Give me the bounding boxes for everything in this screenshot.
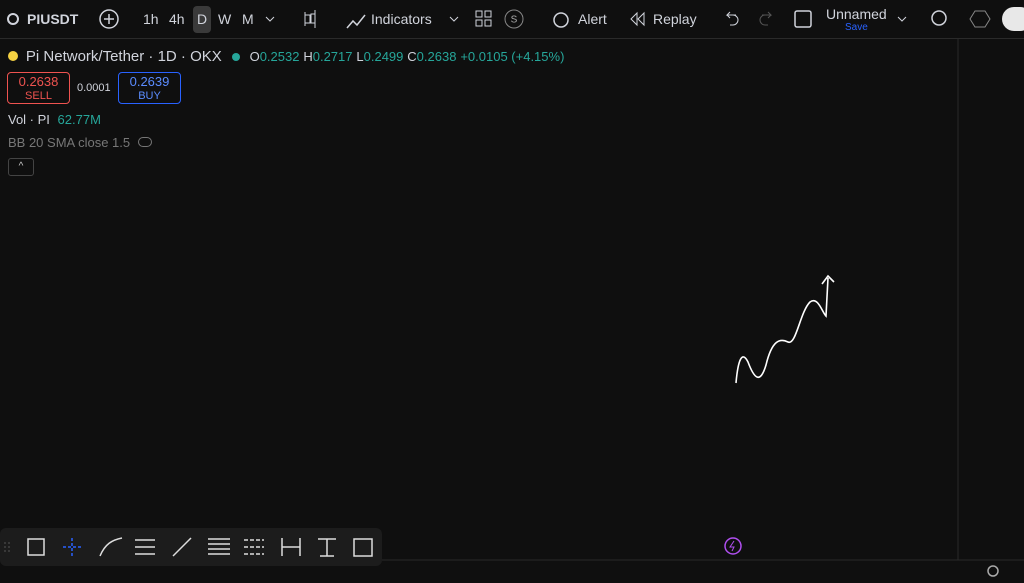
ohlc-value: 0.2638 <box>416 49 457 64</box>
ohlc-value: 0.2532 <box>259 49 300 64</box>
bb-label: BB 20 SMA close 1.5 <box>8 135 131 150</box>
add-symbol[interactable] <box>99 9 119 29</box>
sell-price: 0.2638 <box>18 74 59 89</box>
change: +0.0105 (+4.15%) <box>460 49 565 64</box>
settings-hex[interactable] <box>969 10 991 28</box>
vol-value: 62.77M <box>57 112 101 127</box>
search-icon[interactable] <box>7 13 19 25</box>
chart-type-icon[interactable] <box>304 10 316 28</box>
hand-drawn-arrow <box>735 274 835 384</box>
publish-button[interactable] <box>1002 7 1024 31</box>
buy-price: 0.2639 <box>129 74 170 89</box>
settings-icon[interactable] <box>987 565 999 577</box>
tool-icon[interactable] <box>135 539 155 555</box>
tool-icon[interactable] <box>318 538 336 557</box>
event-bolt <box>729 540 735 552</box>
script-icon[interactable] <box>504 9 524 29</box>
legend-title: Pi Network/Tether · 1D · OKX <box>25 48 222 65</box>
spread: 0.0001 <box>77 82 111 94</box>
ohlc-label: O <box>249 49 260 64</box>
interval[interactable]: W <box>218 11 232 27</box>
templates-icon[interactable] <box>475 10 492 27</box>
tool-crosshair[interactable] <box>63 538 81 556</box>
market-open-dot <box>231 53 240 61</box>
replay-icon[interactable] <box>630 11 645 27</box>
alert[interactable]: Alert <box>578 11 607 27</box>
bb-legend: BB 20 SMA close 1.5 <box>8 135 152 150</box>
interval-dropdown[interactable] <box>265 16 275 22</box>
tool-icon[interactable] <box>27 538 45 556</box>
ohlc-label: L <box>356 49 364 64</box>
quick-search[interactable] <box>931 10 947 26</box>
drag-handle <box>4 542 10 552</box>
legend: Pi Network/Tether · 1D · OKX O0.2532 H0.… <box>8 48 564 65</box>
tool-icon[interactable] <box>99 537 123 557</box>
ohlc-label: C <box>407 49 417 64</box>
symbol[interactable]: PIUSDT <box>27 11 79 27</box>
active-interval-bg <box>193 6 211 33</box>
ohlc-value: 0.2717 <box>312 49 353 64</box>
alert-icon[interactable] <box>553 12 569 28</box>
ohlc-value: 0.2499 <box>363 49 404 64</box>
tool-icon[interactable] <box>208 538 230 555</box>
replay[interactable]: Replay <box>653 11 697 27</box>
script-icon-letter: S <box>511 15 518 26</box>
interval[interactable]: 4h <box>169 11 185 27</box>
buy-label: BUY <box>138 90 161 102</box>
collapse-legend[interactable]: ^ <box>8 158 34 176</box>
tool-icon[interactable] <box>172 537 192 557</box>
toolbar-icons: S <box>7 6 1024 33</box>
layout-save[interactable]: Save <box>845 22 868 33</box>
tool-icon[interactable] <box>353 538 373 557</box>
tool-icon[interactable] <box>281 538 301 556</box>
top-toolbar: S PIUSDT 1h 4h D W M Indicators Alert Re… <box>0 0 1024 39</box>
drawing-tools <box>4 537 373 557</box>
drawing-toolbar <box>0 528 382 566</box>
hide-icon[interactable] <box>137 137 152 147</box>
plus <box>104 14 114 24</box>
interval[interactable]: M <box>242 11 254 27</box>
undo-icon[interactable] <box>725 11 739 26</box>
buy-button[interactable]: 0.2639 BUY <box>118 72 181 104</box>
tool-icon[interactable] <box>244 539 264 555</box>
symbol-logo <box>8 51 18 61</box>
layout-dropdown[interactable] <box>897 16 907 22</box>
indicators-icon[interactable] <box>346 14 366 29</box>
sell-button[interactable]: 0.2638 SELL <box>7 72 70 104</box>
volume-legend: Vol · PI 62.77M <box>8 112 101 127</box>
layout-icon[interactable] <box>794 10 812 28</box>
event-icon[interactable] <box>724 537 742 555</box>
interval[interactable]: D <box>197 11 208 27</box>
redo-icon[interactable] <box>759 11 773 26</box>
vol-label: Vol · PI <box>8 112 50 127</box>
indicators[interactable]: Indicators <box>371 11 432 27</box>
interval[interactable]: 1h <box>143 11 159 27</box>
layout-name[interactable]: Unnamed <box>826 6 887 22</box>
ohlc-label: H <box>303 49 313 64</box>
sell-label: SELL <box>25 90 52 102</box>
indicators-dropdown[interactable] <box>449 16 459 22</box>
